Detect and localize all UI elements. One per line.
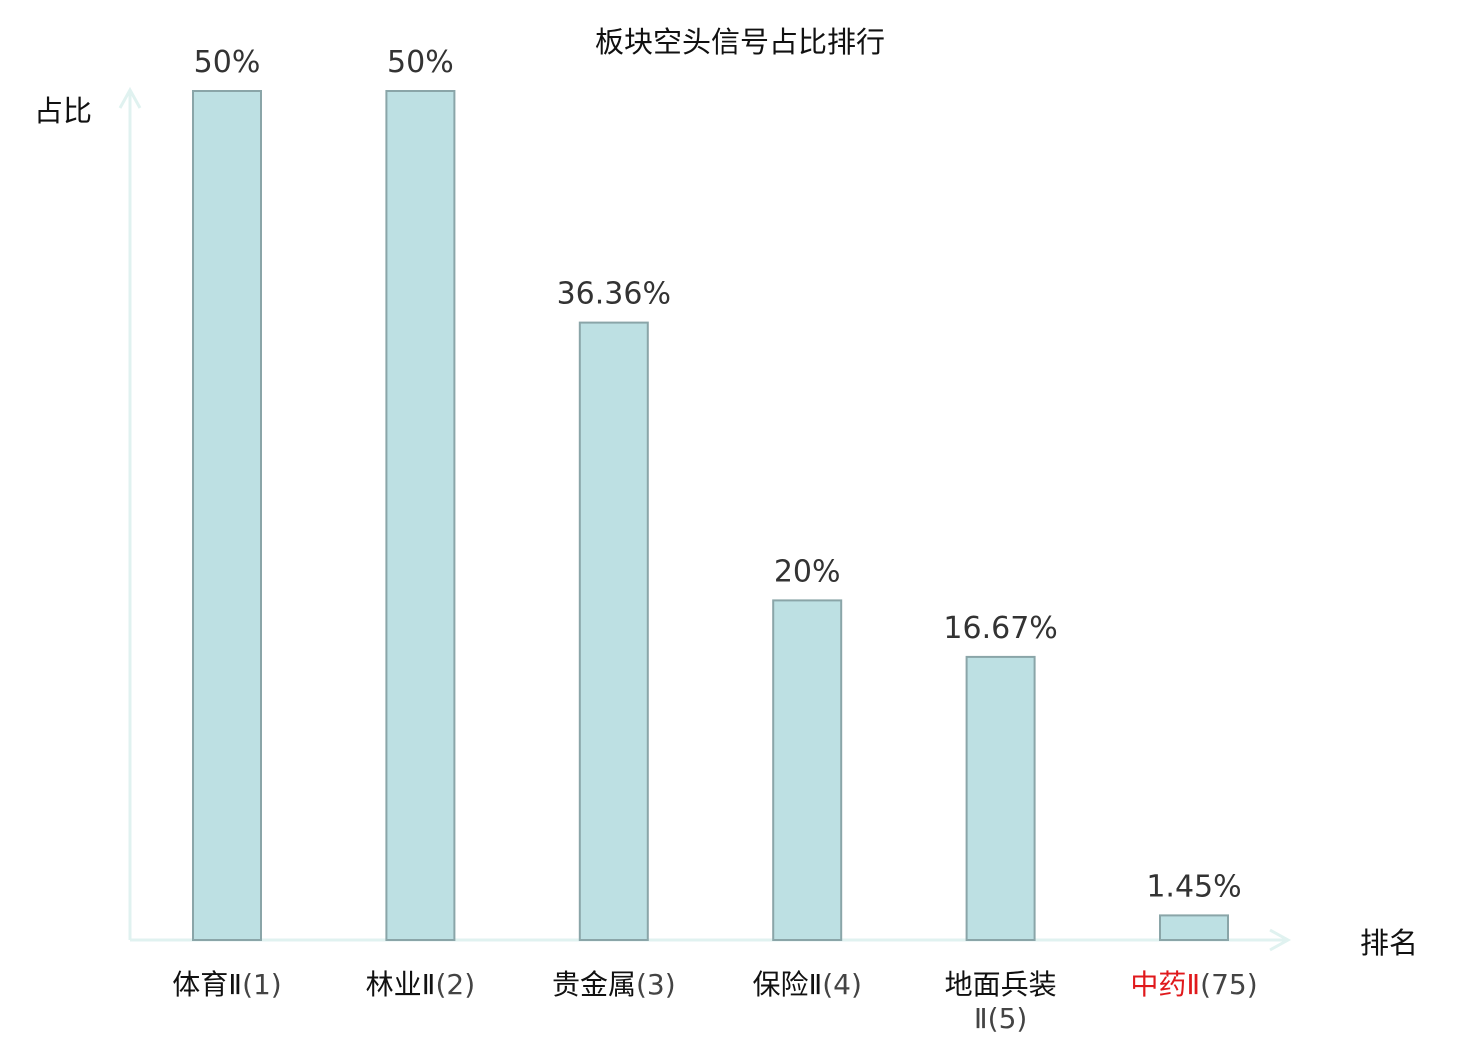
x-tick-label-6: 中药Ⅱ(75): [1130, 968, 1257, 1001]
bar-4: [772, 599, 843, 942]
x-axis-label: 排名: [1360, 926, 1418, 960]
value-label-3: 36.36%: [557, 277, 671, 312]
value-labels-group: 50% 50% 36.36% 20% 16.67% 1.45%: [194, 45, 1242, 904]
value-label-2: 50%: [387, 45, 454, 80]
axes: [118, 86, 1292, 952]
x-tick-rank-1: (1): [242, 968, 282, 1001]
bar-6: [1159, 914, 1229, 942]
x-tick-rank-4: (4): [822, 968, 862, 1001]
bar-1: [192, 90, 262, 941]
x-tick-name-1: 体育Ⅱ: [172, 968, 242, 1001]
value-label-1: 50%: [194, 45, 261, 80]
x-tick-name-4: 保险Ⅱ: [752, 968, 822, 1001]
x-tick-label-1: 体育Ⅱ(1): [172, 968, 281, 1001]
y-axis-arrow-icon: [118, 86, 142, 109]
x-tick-name-3: 贵金属: [552, 968, 636, 1001]
value-label-4: 20%: [774, 554, 841, 589]
x-tick-rank-5: Ⅱ(5): [974, 1002, 1027, 1035]
x-tick-rank-2: (2): [435, 968, 475, 1001]
x-tick-rank-3: (3): [636, 968, 676, 1001]
x-tick-label-3: 贵金属(3): [552, 968, 676, 1001]
value-label-5: 16.67%: [943, 611, 1057, 646]
x-tick-name-6: 中药Ⅱ: [1130, 968, 1200, 1001]
x-tick-label-4: 保险Ⅱ(4): [752, 968, 861, 1001]
x-tick-label-2: 林业Ⅱ(2): [366, 968, 475, 1001]
x-tick-name-5: 地面兵装: [945, 968, 1057, 1001]
bar-5: [965, 655, 1036, 942]
x-tick-rank-6: (75): [1200, 968, 1257, 1001]
chart-title: 板块空头信号占比排行: [595, 25, 885, 59]
y-axis-label: 占比: [34, 94, 92, 128]
x-tick-label-5: 地面兵装 Ⅱ(5): [945, 968, 1057, 1035]
x-tick-labels-group: 体育Ⅱ(1) 林业Ⅱ(2) 贵金属(3) 保险Ⅱ(4) 地面兵装 Ⅱ(5) 中药Ⅱ(75): [172, 968, 1257, 1035]
bar-2: [385, 90, 456, 941]
bars-group: [192, 90, 1229, 942]
value-label-6: 1.45%: [1146, 869, 1241, 904]
x-axis-arrow-icon: [1269, 928, 1292, 952]
x-tick-name-2: 林业Ⅱ: [366, 968, 436, 1001]
bar-3: [578, 321, 649, 942]
